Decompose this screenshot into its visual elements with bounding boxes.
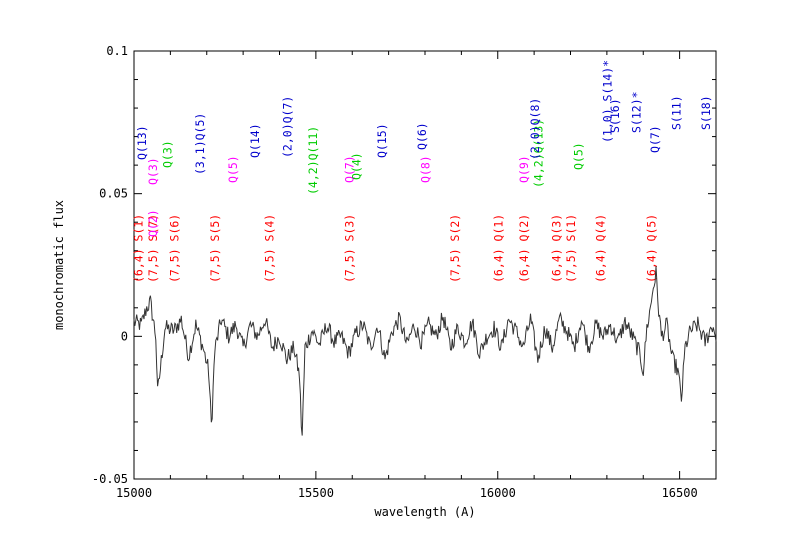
x-tick-label: 15000 — [116, 486, 152, 500]
x-axis-label: wavelength (A) — [374, 505, 475, 519]
line-id-label: (2,0)Q(7) — [281, 96, 295, 158]
line-identifications: (6,4) S(1) (7,5) S(7) (7,5) S(6) (7,5) S(5)… — [131, 60, 712, 283]
line-id-label: (3,1)Q(5) — [193, 113, 207, 175]
line-id-label: Q(4) — [350, 152, 364, 180]
line-id-label: (7,5) S(5) — [208, 214, 222, 283]
line-id-label: S(18) — [699, 95, 713, 130]
line-id-label: Q(13) — [135, 125, 149, 160]
line-id-label: Q(8) — [419, 155, 433, 183]
axis-tick-labels: 15000 15500 16000 16500 -0.05 0 0.05 0.1 — [92, 44, 698, 500]
y-tick-label: 0 — [121, 329, 128, 343]
line-id-label: (7,5) S(7) — [146, 214, 160, 283]
line-id-label: (6,4) Q(1) — [492, 214, 506, 283]
y-tick-label: -0.05 — [92, 472, 128, 486]
line-id-label: (7,5) S(2) — [448, 214, 462, 283]
line-id-label: (6,4) S(1) — [131, 214, 145, 283]
line-id-label: Q(15) — [375, 123, 389, 158]
y-tick-label: 0.05 — [99, 187, 128, 201]
line-id-label: Q(6) — [415, 122, 429, 150]
line-id-label: Q(3) — [146, 157, 160, 185]
y-tick-label: 0.1 — [106, 44, 128, 58]
line-id-label: Q(5) — [572, 142, 586, 170]
line-id-label: (4,2)Q(13) — [532, 119, 546, 188]
line-id-label: S(16) — [608, 98, 622, 133]
y-axis-label: monochromatic flux — [52, 200, 66, 330]
axis-ticks — [133, 50, 717, 480]
line-id-label: Q(7) — [648, 125, 662, 153]
line-id-label: (6,4) Q(3) — [550, 214, 564, 283]
line-id-label: S(12)* — [630, 91, 644, 133]
spectrum-line — [133, 266, 717, 436]
line-id-label: Q(2) — [146, 209, 160, 237]
line-id-label: (4,2)Q(11) — [306, 126, 320, 195]
line-id-label: Q(7) — [342, 155, 356, 183]
line-id-label: (1,0) S(14)* — [601, 60, 615, 143]
line-id-label: (7,5) S(1) — [564, 214, 578, 283]
line-id-label: (6,4) Q(5) — [644, 214, 658, 283]
line-id-label: (7,5) S(3) — [342, 214, 356, 283]
x-tick-label: 16500 — [662, 486, 698, 500]
line-id-label: (7,5) S(6) — [168, 214, 182, 283]
line-id-label: Q(9) — [517, 155, 531, 183]
x-tick-label: 16000 — [480, 486, 516, 500]
line-id-label: (7,5) S(4) — [262, 214, 276, 283]
x-tick-label: 15500 — [298, 486, 334, 500]
line-id-label: Q(5) — [226, 155, 240, 183]
line-id-label: (2,0)Q(8) — [528, 98, 542, 160]
line-id-label: Q(3) — [161, 140, 175, 168]
line-id-label: Q(14) — [248, 123, 262, 158]
line-id-label: (6,4) Q(4) — [593, 214, 607, 283]
line-id-label: (6,4) Q(2) — [517, 214, 531, 283]
line-id-label: S(11) — [670, 95, 684, 130]
